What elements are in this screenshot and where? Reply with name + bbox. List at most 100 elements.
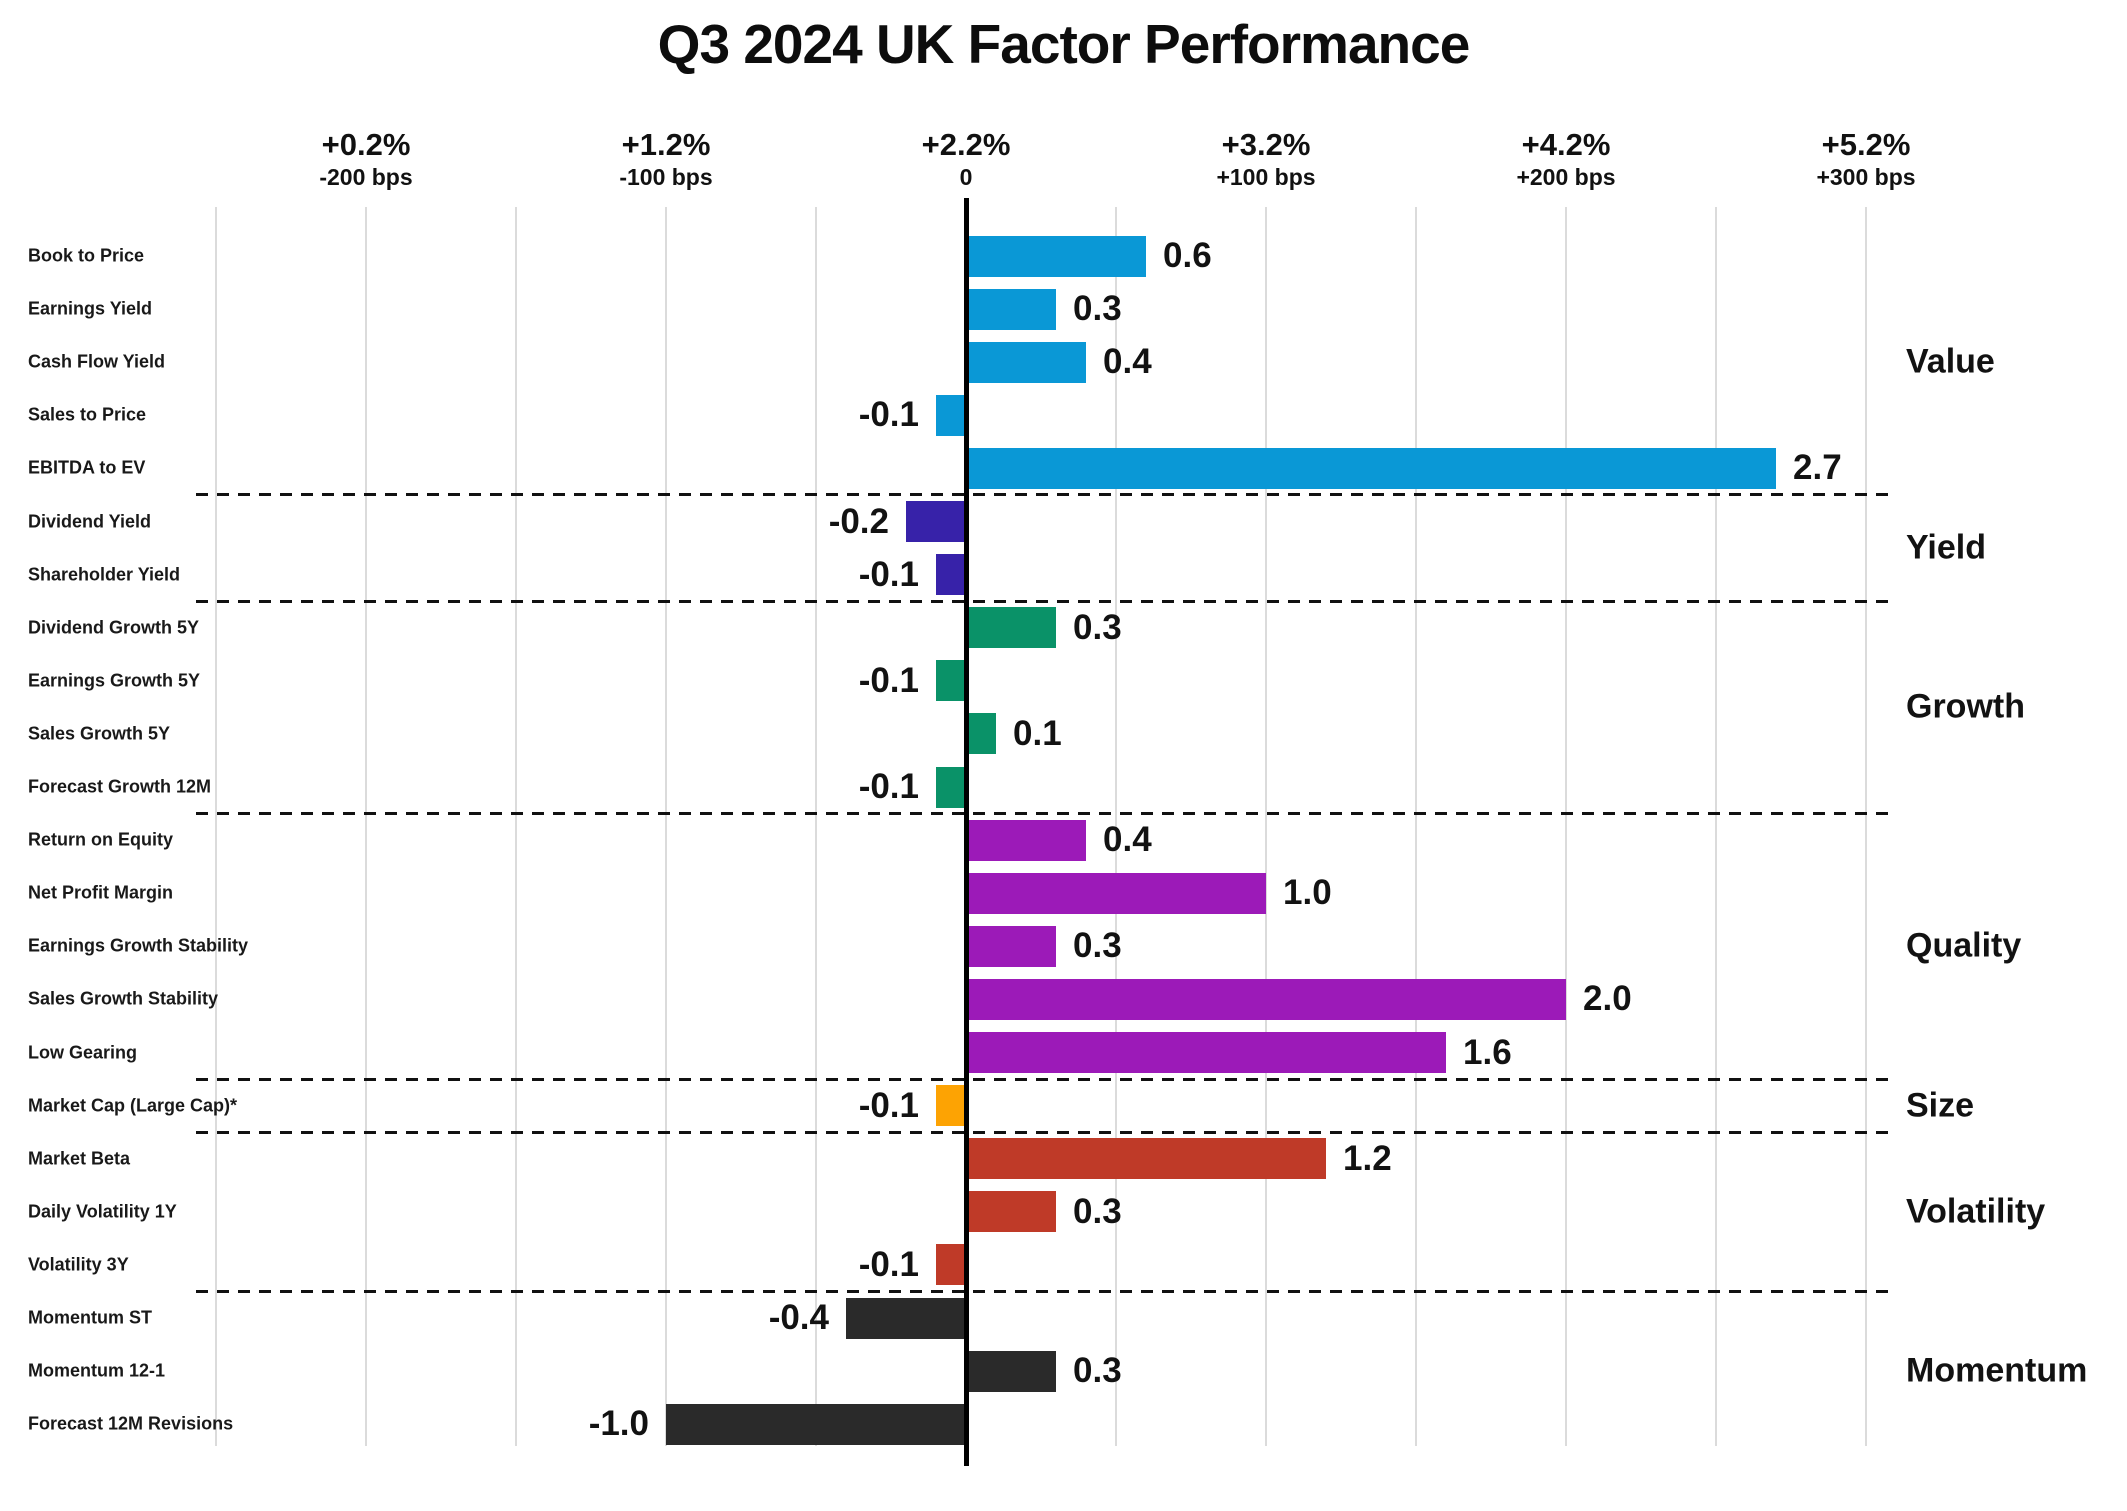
axis-tick-primary: +0.2%: [321, 127, 411, 162]
row-label: Market Cap (Large Cap)*: [28, 1095, 238, 1116]
bar: [966, 925, 1056, 967]
bar: [966, 1138, 1326, 1180]
axis-tick-primary: +2.2%: [921, 127, 1011, 162]
group-label: Yield: [1906, 528, 1986, 567]
bar-value-label: -0.2: [828, 501, 889, 541]
row-label: Earnings Yield: [28, 298, 153, 319]
gridline: [665, 207, 667, 1446]
bar: [966, 1032, 1446, 1073]
zero-axis-line: [963, 198, 969, 1466]
bar-value-label: 0.3: [1073, 1191, 1122, 1231]
axis-tick-primary: +4.2%: [1521, 127, 1611, 162]
group-separator: [196, 812, 1893, 816]
row-label: Sales to Price: [28, 404, 147, 425]
bar-value-label: 0.3: [1073, 289, 1122, 329]
row-label: Return on Equity: [28, 829, 173, 850]
group-label: Size: [1906, 1086, 1975, 1125]
bar-value-label: -0.1: [858, 1244, 919, 1284]
gridline: [1115, 207, 1117, 1446]
group-label: Quality: [1906, 926, 2022, 965]
row-label: Dividend Growth 5Y: [28, 617, 200, 638]
bar-value-label: 2.0: [1583, 979, 1632, 1019]
row-label: Forecast Growth 12M: [28, 776, 212, 797]
row-label: Book to Price: [28, 245, 145, 266]
bar-value-label: 2.7: [1793, 448, 1842, 488]
group-label: Volatility: [1906, 1192, 2046, 1231]
axis-tick-secondary: -100 bps: [619, 164, 713, 190]
row-label: Daily Volatility 1Y: [28, 1201, 177, 1222]
gridline: [1565, 207, 1567, 1446]
row-label: Shareholder Yield: [28, 564, 181, 585]
bar: [966, 978, 1566, 1020]
bar-value-label: 1.2: [1343, 1138, 1392, 1178]
axis-tick-primary: +1.2%: [621, 127, 711, 162]
row-label: Sales Growth Stability: [28, 988, 219, 1009]
bar-value-label: 0.3: [1073, 926, 1122, 966]
group-separator: [196, 1130, 1893, 1134]
bar: [666, 1403, 966, 1445]
axis-tick-secondary: +300 bps: [1816, 164, 1916, 190]
bar-value-label: -0.1: [858, 660, 919, 700]
row-label: Low Gearing: [28, 1042, 138, 1062]
axis-tick-secondary: 0: [959, 164, 973, 190]
bar: [906, 501, 966, 542]
bar: [966, 713, 996, 755]
row-label: Momentum 12-1: [28, 1360, 166, 1381]
bar-value-label: -1.0: [588, 1404, 649, 1444]
row-label: Market Beta: [28, 1148, 131, 1169]
row-label: Cash Flow Yield: [28, 351, 166, 372]
row-label: Forecast 12M Revisions: [28, 1413, 234, 1434]
gridline: [1715, 207, 1717, 1446]
bar: [936, 766, 966, 808]
gridline: [1265, 207, 1267, 1446]
row-label: Earnings Growth Stability: [28, 935, 249, 956]
row-label: Momentum ST: [28, 1307, 152, 1328]
bar: [966, 872, 1266, 914]
bar: [936, 1244, 966, 1286]
bar: [966, 1350, 1056, 1392]
bar-value-label: 0.4: [1103, 342, 1152, 382]
row-label: Sales Growth 5Y: [28, 723, 171, 744]
bar-value-label: -0.1: [858, 767, 919, 806]
group-separator: [196, 493, 1893, 497]
bar: [936, 1085, 966, 1127]
bar: [966, 819, 1086, 861]
bar: [936, 394, 966, 436]
group-label: Momentum: [1906, 1351, 2088, 1390]
bar-value-label: -0.1: [858, 1085, 919, 1125]
gridline: [1415, 207, 1417, 1446]
bar: [966, 235, 1146, 277]
group-separator: [196, 1289, 1893, 1293]
bar-value-label: 0.6: [1163, 236, 1212, 275]
gridline: [815, 207, 817, 1446]
bar: [966, 288, 1056, 330]
bar: [966, 1191, 1056, 1233]
row-label: Dividend Yield: [28, 511, 152, 531]
axis-tick-secondary: -200 bps: [319, 164, 413, 190]
axis-tick-secondary: +200 bps: [1516, 164, 1616, 190]
bar: [936, 554, 966, 596]
bar-value-label: 1.0: [1283, 873, 1332, 913]
row-label: Volatility 3Y: [28, 1254, 129, 1275]
bar-value-label: 0.3: [1073, 1351, 1122, 1391]
bar-value-label: 0.3: [1073, 607, 1122, 647]
bar-value-label: 0.4: [1103, 820, 1152, 860]
axis-tick-secondary: +100 bps: [1216, 164, 1316, 190]
row-label: Net Profit Margin: [28, 882, 174, 903]
bar: [966, 447, 1776, 489]
bar-value-label: 0.1: [1013, 713, 1062, 753]
bar-value-label: -0.4: [768, 1298, 829, 1337]
bar: [966, 607, 1056, 649]
bar: [936, 660, 966, 702]
bar-value-label: -0.1: [858, 554, 919, 594]
axis-tick-primary: +3.2%: [1221, 127, 1311, 162]
bar-value-label: -0.1: [858, 395, 919, 435]
row-label: Earnings Growth 5Y: [28, 670, 201, 691]
gridline: [515, 207, 517, 1446]
row-label: EBITDA to EV: [28, 457, 146, 478]
group-separator: [196, 599, 1893, 603]
gridline: [215, 207, 217, 1446]
bar-value-label: 1.6: [1463, 1032, 1512, 1072]
bar: [846, 1297, 966, 1339]
